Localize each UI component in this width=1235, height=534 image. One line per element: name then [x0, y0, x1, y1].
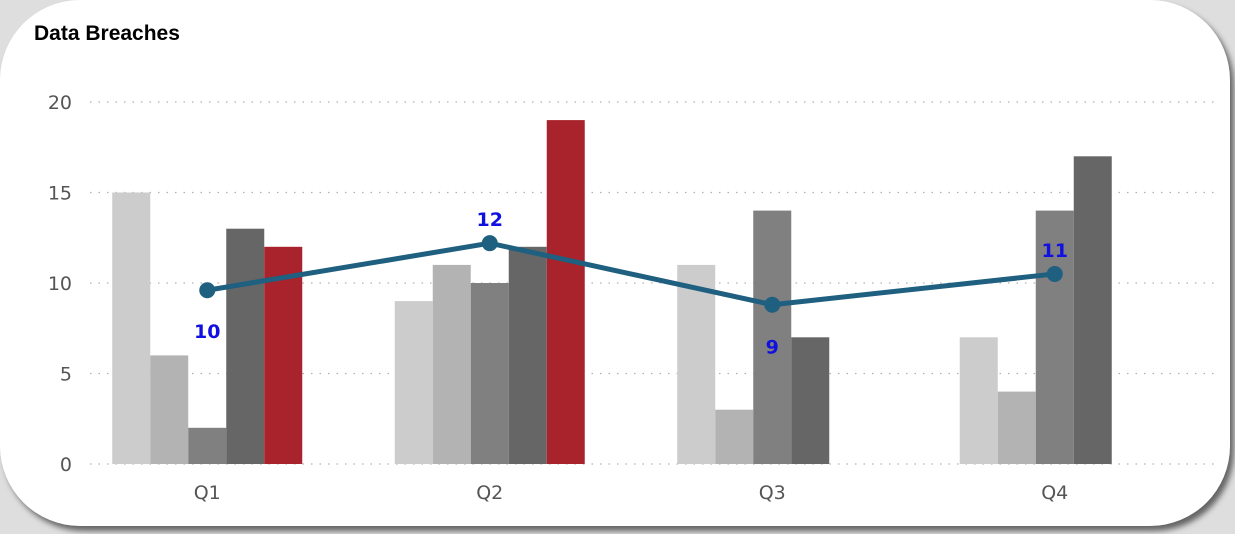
line-point: [481, 235, 498, 252]
data-label: 10: [194, 321, 220, 343]
bar: [1035, 210, 1074, 464]
bar: [997, 391, 1036, 464]
bar: [226, 228, 265, 464]
bar: [112, 192, 151, 464]
y-tick-label: 5: [60, 364, 72, 386]
bar: [470, 283, 509, 464]
line-point: [764, 296, 781, 313]
bar: [508, 246, 547, 464]
data-label: 9: [766, 337, 779, 359]
bar: [753, 210, 792, 464]
bar: [546, 120, 585, 464]
series-line: [206, 240, 1056, 308]
bar: [677, 264, 716, 464]
bar: [394, 301, 433, 464]
y-tick-label: 20: [48, 92, 72, 114]
y-tick-label: 0: [60, 454, 72, 476]
bar: [188, 427, 227, 464]
data-label: 12: [477, 209, 503, 231]
chart-title: Data Breaches: [34, 22, 180, 45]
x-tick-label: Q3: [759, 482, 786, 504]
bar: [959, 337, 998, 464]
bar: [150, 355, 189, 464]
bar: [432, 264, 471, 464]
y-tick-label: 15: [48, 183, 72, 205]
bar: [791, 337, 830, 464]
data-label: 11: [1042, 240, 1068, 262]
bar: [264, 246, 303, 464]
bar: [1073, 156, 1112, 465]
bar: [715, 409, 754, 464]
line-point: [1046, 265, 1063, 282]
line-point: [199, 282, 216, 299]
y-tick-label: 10: [48, 273, 72, 295]
x-tick-label: Q4: [1041, 482, 1068, 504]
x-tick-label: Q2: [476, 482, 503, 504]
x-tick-label: Q1: [194, 482, 221, 504]
